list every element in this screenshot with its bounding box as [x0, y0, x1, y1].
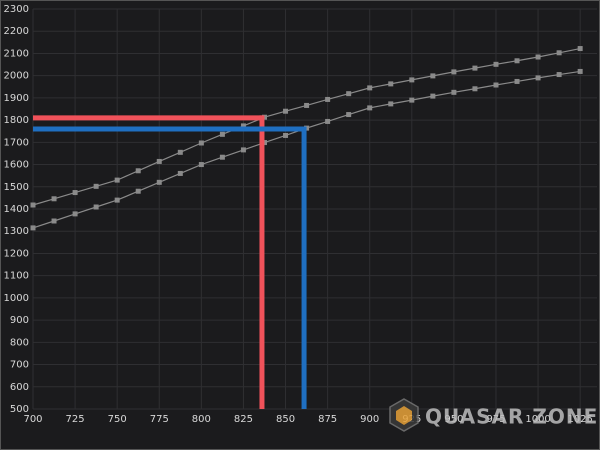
x-tick-label: 700 [23, 414, 42, 425]
x-tick-label: 1025 [567, 414, 592, 425]
x-tick-label: 750 [108, 414, 127, 425]
point-marker [283, 132, 289, 138]
point-marker [514, 78, 520, 84]
x-tick-label: 775 [150, 414, 169, 425]
point-marker [325, 96, 331, 102]
point-marker [493, 61, 499, 67]
x-tick-label: 825 [234, 414, 253, 425]
y-tick-label: 1600 [4, 160, 29, 171]
watermark-text: QUASAR ZONE [425, 405, 598, 429]
point-marker [472, 86, 478, 92]
x-tick-label: 725 [66, 414, 85, 425]
y-tick-label: 1200 [4, 248, 29, 259]
x-tick-label: 900 [360, 414, 379, 425]
y-tick-label: 2000 [4, 71, 29, 82]
point-marker [135, 168, 141, 174]
point-marker [114, 197, 120, 203]
point-marker [51, 218, 57, 224]
point-marker [535, 75, 541, 81]
point-marker [430, 73, 436, 79]
point-marker [514, 58, 520, 64]
point-marker [283, 108, 289, 114]
y-tick-label: 2300 [4, 4, 29, 15]
point-marker [114, 177, 120, 183]
y-tick-label: 1100 [4, 271, 29, 282]
x-tick-label: 850 [276, 414, 295, 425]
y-tick-label: 1300 [4, 226, 29, 237]
y-tick-label: 1000 [4, 293, 29, 304]
point-marker [219, 131, 225, 137]
point-marker [325, 118, 331, 124]
point-marker [93, 204, 99, 210]
point-marker [388, 81, 394, 87]
point-marker [388, 101, 394, 107]
point-marker [367, 105, 373, 111]
point-marker [261, 114, 267, 120]
y-tick-label: 1700 [4, 137, 29, 148]
point-marker [177, 170, 183, 176]
y-tick-label: 800 [10, 337, 29, 348]
y-tick-label: 2200 [4, 26, 29, 37]
point-marker [346, 91, 352, 97]
watermark: QUASAR ZONE [389, 398, 598, 432]
point-marker [409, 77, 415, 83]
point-marker [367, 85, 373, 91]
point-marker [30, 202, 36, 208]
point-marker [93, 183, 99, 189]
point-marker [135, 188, 141, 194]
y-tick-label: 900 [10, 315, 29, 326]
point-marker [198, 140, 204, 146]
point-marker [472, 65, 478, 71]
point-marker [493, 82, 499, 88]
y-tick-label: 500 [10, 404, 29, 415]
x-tick-label: 950 [444, 414, 463, 425]
point-marker [156, 179, 162, 185]
point-marker [430, 93, 436, 99]
point-marker [346, 112, 352, 118]
point-marker [72, 190, 78, 196]
point-marker [304, 125, 310, 131]
y-tick-label: 1800 [4, 115, 29, 126]
point-marker [535, 54, 541, 60]
y-tick-label: 2100 [4, 48, 29, 59]
point-marker [577, 46, 583, 52]
x-tick-label: 1000 [525, 414, 550, 425]
point-marker [219, 154, 225, 160]
x-tick-label: 975 [486, 414, 505, 425]
point-marker [72, 211, 78, 217]
point-marker [577, 68, 583, 74]
point-marker [556, 72, 562, 78]
y-tick-label: 1400 [4, 204, 29, 215]
point-marker [240, 123, 246, 129]
point-marker [198, 162, 204, 168]
y-tick-label: 1900 [4, 93, 29, 104]
y-tick-label: 600 [10, 382, 29, 393]
point-marker [240, 147, 246, 153]
y-tick-label: 700 [10, 360, 29, 371]
point-marker [30, 225, 36, 231]
point-marker [304, 102, 310, 108]
point-marker [409, 97, 415, 103]
point-marker [261, 140, 267, 146]
y-tick-label: 1500 [4, 182, 29, 193]
point-marker [451, 89, 457, 95]
point-marker [51, 196, 57, 202]
point-marker [556, 50, 562, 56]
point-marker [451, 69, 457, 75]
x-tick-label: 875 [318, 414, 337, 425]
point-marker [177, 149, 183, 155]
point-marker [156, 158, 162, 164]
x-tick-label: 800 [192, 414, 211, 425]
